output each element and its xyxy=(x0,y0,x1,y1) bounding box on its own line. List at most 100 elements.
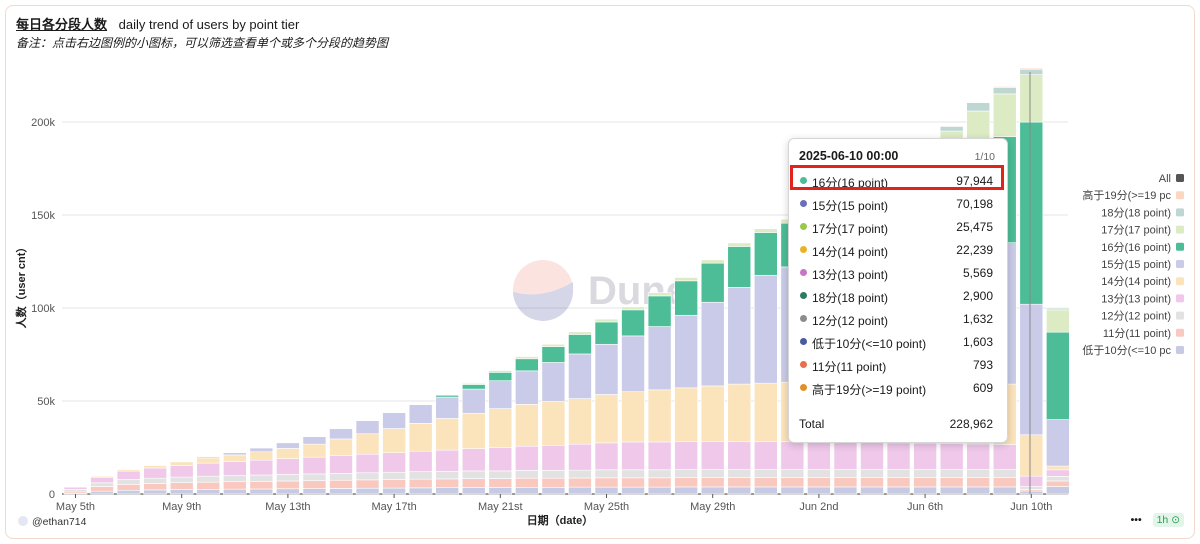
bar-segment[interactable] xyxy=(966,443,991,470)
more-options-icon[interactable]: ••• xyxy=(1130,514,1142,526)
bar-segment[interactable] xyxy=(1046,480,1070,487)
bar-segment[interactable] xyxy=(116,469,141,472)
bar-segment[interactable] xyxy=(594,318,619,323)
bar-segment[interactable] xyxy=(700,259,725,264)
bar-segment[interactable] xyxy=(461,448,486,472)
bar-segment[interactable] xyxy=(833,477,858,488)
bar-segment[interactable] xyxy=(223,488,247,495)
bar-segment[interactable] xyxy=(700,385,725,443)
bar-segment[interactable] xyxy=(939,486,964,495)
bar-segment[interactable] xyxy=(223,452,247,456)
bar-segment[interactable] xyxy=(992,469,1017,478)
bar-segment[interactable] xyxy=(913,486,937,495)
bar-segment[interactable] xyxy=(169,460,194,463)
bar-segment[interactable] xyxy=(568,477,592,488)
bar-segment[interactable] xyxy=(515,487,539,495)
bar-segment[interactable] xyxy=(807,486,831,495)
bar-segment[interactable] xyxy=(1019,74,1044,123)
bar-segment[interactable] xyxy=(435,449,460,472)
bar-segment[interactable] xyxy=(753,441,778,470)
bar-segment[interactable] xyxy=(992,86,1017,88)
bar-segment[interactable] xyxy=(886,442,911,470)
legend-item-all[interactable]: All xyxy=(1159,173,1184,185)
bar-segment[interactable] xyxy=(833,486,858,495)
bar-segment[interactable] xyxy=(90,476,114,484)
bar-segment[interactable] xyxy=(329,428,353,440)
bar-segment[interactable] xyxy=(568,486,592,495)
bar-segment[interactable] xyxy=(700,441,725,470)
bar-segment[interactable] xyxy=(753,274,778,384)
bar-segment[interactable] xyxy=(674,280,698,316)
bar-segment[interactable] xyxy=(355,472,380,481)
bar-segment[interactable] xyxy=(63,486,88,490)
bar-segment[interactable] xyxy=(488,370,513,373)
bar-segment[interactable] xyxy=(621,306,645,311)
bar-segment[interactable] xyxy=(594,469,619,479)
bar-segment[interactable] xyxy=(169,476,194,483)
bar-segment[interactable] xyxy=(886,477,911,488)
bar-segment[interactable] xyxy=(461,383,486,385)
bar-segment[interactable] xyxy=(515,445,539,471)
bar-segment[interactable] xyxy=(169,489,194,495)
bar-segment[interactable] xyxy=(621,486,645,495)
bar-segment[interactable] xyxy=(329,488,353,495)
bar-segment[interactable] xyxy=(143,465,167,469)
bar-segment[interactable] xyxy=(302,473,327,481)
bar-segment[interactable] xyxy=(807,477,831,488)
bar-segment[interactable] xyxy=(116,489,141,495)
bar-segment[interactable] xyxy=(488,487,513,495)
bar-segment[interactable] xyxy=(807,441,831,470)
bar-segment[interactable] xyxy=(860,469,884,478)
bar-segment[interactable] xyxy=(355,453,380,474)
bar-segment[interactable] xyxy=(966,102,991,112)
bar-segment[interactable] xyxy=(515,356,539,360)
bar-segment[interactable] xyxy=(355,487,380,495)
bar-segment[interactable] xyxy=(488,447,513,472)
bar-segment[interactable] xyxy=(833,441,858,470)
bar-segment[interactable] xyxy=(461,388,486,414)
bar-segment[interactable] xyxy=(886,469,911,478)
bar-segment[interactable] xyxy=(382,487,406,495)
bar-segment[interactable] xyxy=(461,384,486,390)
bar-segment[interactable] xyxy=(1046,331,1070,420)
bar-segment[interactable] xyxy=(382,471,406,480)
bar-segment[interactable] xyxy=(594,321,619,345)
legend-item[interactable]: 12分(12 point) xyxy=(1101,310,1184,323)
bar-segment[interactable] xyxy=(196,481,221,490)
bar-segment[interactable] xyxy=(700,469,725,478)
bar-segment[interactable] xyxy=(1046,465,1070,471)
bar-segment[interactable] xyxy=(276,488,300,495)
bar-segment[interactable] xyxy=(674,314,698,389)
bar-segment[interactable] xyxy=(488,470,513,479)
bar-segment[interactable] xyxy=(753,486,778,495)
bar-segment[interactable] xyxy=(1019,67,1044,70)
bar-segment[interactable] xyxy=(568,443,592,471)
bar-segment[interactable] xyxy=(594,343,619,395)
bar-segment[interactable] xyxy=(674,387,698,443)
bar-segment[interactable] xyxy=(727,441,752,470)
bar-segment[interactable] xyxy=(966,477,991,488)
bar-segment[interactable] xyxy=(223,475,247,483)
bar-segment[interactable] xyxy=(461,478,486,488)
bar-segment[interactable] xyxy=(647,486,672,495)
bar-segment[interactable] xyxy=(568,331,592,335)
legend-item[interactable]: 低于10分(<=10 pc xyxy=(1082,344,1184,357)
bar-segment[interactable] xyxy=(780,486,805,495)
bar-segment[interactable] xyxy=(461,487,486,495)
bar-segment[interactable] xyxy=(435,418,460,451)
bar-segment[interactable] xyxy=(276,474,300,482)
bar-segment[interactable] xyxy=(1046,476,1070,482)
bar-segment[interactable] xyxy=(674,477,698,488)
bar-segment[interactable] xyxy=(727,486,752,495)
bar-segment[interactable] xyxy=(435,487,460,495)
bar-segment[interactable] xyxy=(249,459,274,476)
bar-segment[interactable] xyxy=(621,391,645,443)
bar-segment[interactable] xyxy=(276,458,300,475)
bar-segment[interactable] xyxy=(143,467,167,479)
bar-segment[interactable] xyxy=(302,443,327,458)
bar-segment[interactable] xyxy=(727,242,752,247)
chart-title[interactable]: 每日各分段人数 xyxy=(16,17,108,32)
bar-segment[interactable] xyxy=(382,428,406,454)
bar-segment[interactable] xyxy=(63,486,88,488)
bar-segment[interactable] xyxy=(276,442,300,449)
